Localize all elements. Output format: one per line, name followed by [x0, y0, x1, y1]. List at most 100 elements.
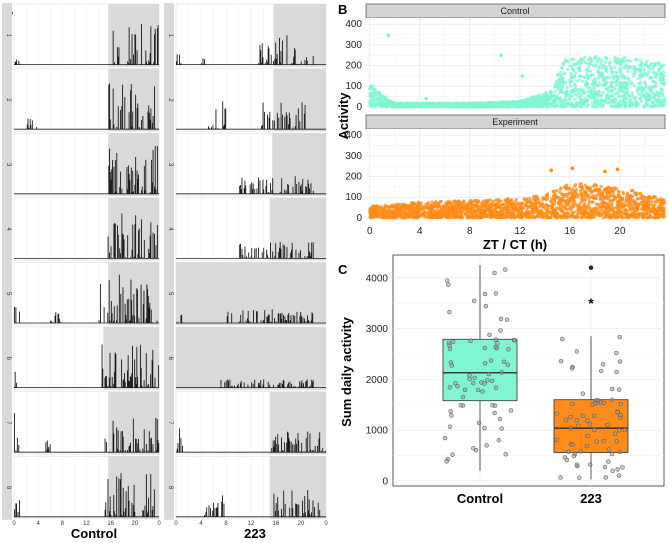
- scatter-point: [644, 99, 648, 103]
- row-label: 1: [167, 34, 173, 38]
- activity-bar: [244, 180, 246, 194]
- activity-bar: [145, 159, 147, 194]
- scatter-point: [619, 72, 623, 77]
- scatter-point: [560, 66, 564, 70]
- activity-bar: [106, 442, 107, 453]
- activity-bar: [30, 125, 32, 130]
- activity-bar: [224, 382, 226, 388]
- scatter-point: [642, 104, 646, 108]
- scatter-point: [655, 207, 660, 211]
- scatter-point: [662, 82, 667, 86]
- activity-bar: [149, 119, 151, 130]
- activity-bar: [298, 252, 300, 259]
- scatter-point: [582, 99, 587, 103]
- activity-bar: [50, 320, 52, 323]
- activity-bar: [181, 314, 183, 323]
- activity-bar: [241, 248, 243, 259]
- activity-bar: [131, 315, 133, 323]
- activity-bar: [132, 345, 133, 388]
- activity-bar: [153, 489, 155, 517]
- activity-bar: [289, 321, 290, 323]
- scatter-point: [616, 190, 620, 194]
- scatter-point: [470, 200, 474, 204]
- activity-bar: [264, 310, 266, 323]
- activity-bar: [130, 377, 132, 388]
- activity-bar: [152, 444, 154, 453]
- activity-bar: [212, 510, 214, 517]
- activity-bar: [114, 352, 116, 388]
- activity-bar: [110, 386, 112, 388]
- activity-bar: [118, 450, 120, 453]
- scatter-point: [619, 59, 624, 64]
- scatter-point: [522, 98, 526, 102]
- activity-bar: [261, 125, 263, 130]
- activity-bar: [301, 315, 302, 323]
- scatter-point: [637, 68, 642, 72]
- activity-bar: [176, 61, 177, 65]
- scatter-point: [497, 210, 501, 214]
- scatter-point: [526, 100, 530, 104]
- activity-bar: [108, 511, 110, 517]
- activity-bar: [252, 383, 254, 388]
- activity-bar: [109, 496, 111, 517]
- activity-bar: [215, 515, 217, 517]
- scatter-point: [589, 57, 593, 61]
- scatter-point: [621, 99, 625, 103]
- scatter-point: [624, 81, 629, 85]
- activity-bar: [234, 385, 235, 388]
- activity-bar: [148, 307, 150, 323]
- scatter-point: [644, 73, 648, 77]
- activity-bar: [133, 54, 134, 65]
- scatter-point: [651, 67, 655, 71]
- scatter-point: [612, 99, 616, 103]
- activity-bar: [280, 102, 282, 130]
- scatter-point: [605, 56, 609, 60]
- activity-bar: [105, 376, 107, 388]
- activity-bar: [135, 215, 137, 259]
- scatter-point: [596, 95, 600, 99]
- scatter-point: [616, 203, 620, 207]
- activity-bar: [247, 384, 249, 388]
- activity-bar: [282, 450, 284, 453]
- activity-bar: [221, 501, 223, 517]
- scatter-point: [373, 87, 377, 92]
- row-label: 2: [167, 98, 173, 102]
- activity-bar: [113, 371, 115, 388]
- activity-bar: [273, 120, 275, 130]
- activity-bar: [108, 165, 110, 194]
- scatter-point: [574, 183, 578, 187]
- activity-bar: [121, 188, 123, 194]
- scatter-point: [424, 104, 428, 108]
- activity-bar: [128, 298, 130, 323]
- activity-bar: [134, 377, 136, 388]
- activity-bar: [214, 128, 216, 130]
- activity-bar: [152, 506, 154, 517]
- scatter-point: [584, 80, 588, 84]
- activity-bar: [282, 380, 284, 388]
- activity-bar: [272, 251, 274, 259]
- activity-bar: [270, 321, 272, 323]
- activity-bar: [287, 432, 289, 453]
- panel-a-actograms: 1 12 23 34 45 56 67 78 80 4 8 12 16 20 0 0 4 8 12 16 20 0: [2, 3, 328, 527]
- activity-bar: [120, 431, 122, 453]
- scatter-point: [553, 200, 557, 204]
- activity-bar: [318, 438, 320, 453]
- activity-bar: [148, 431, 150, 453]
- scatter-point: [648, 196, 652, 201]
- scatter-point: [547, 102, 551, 106]
- activity-bar: [113, 383, 115, 388]
- activity-bar: [306, 60, 308, 65]
- scatter-point: [467, 200, 472, 204]
- scatter-point: [578, 74, 583, 78]
- activity-bar: [250, 256, 252, 259]
- activity-bar: [131, 373, 133, 388]
- activity-bar: [262, 57, 264, 65]
- activity-bar: [155, 189, 157, 194]
- scatter-point: [591, 95, 596, 99]
- activity-bar: [245, 185, 247, 194]
- activity-bar: [118, 274, 120, 323]
- activity-bar: [281, 515, 283, 517]
- activity-bar: [287, 183, 289, 194]
- activity-bar: [312, 242, 314, 259]
- scatter-point: [649, 200, 654, 204]
